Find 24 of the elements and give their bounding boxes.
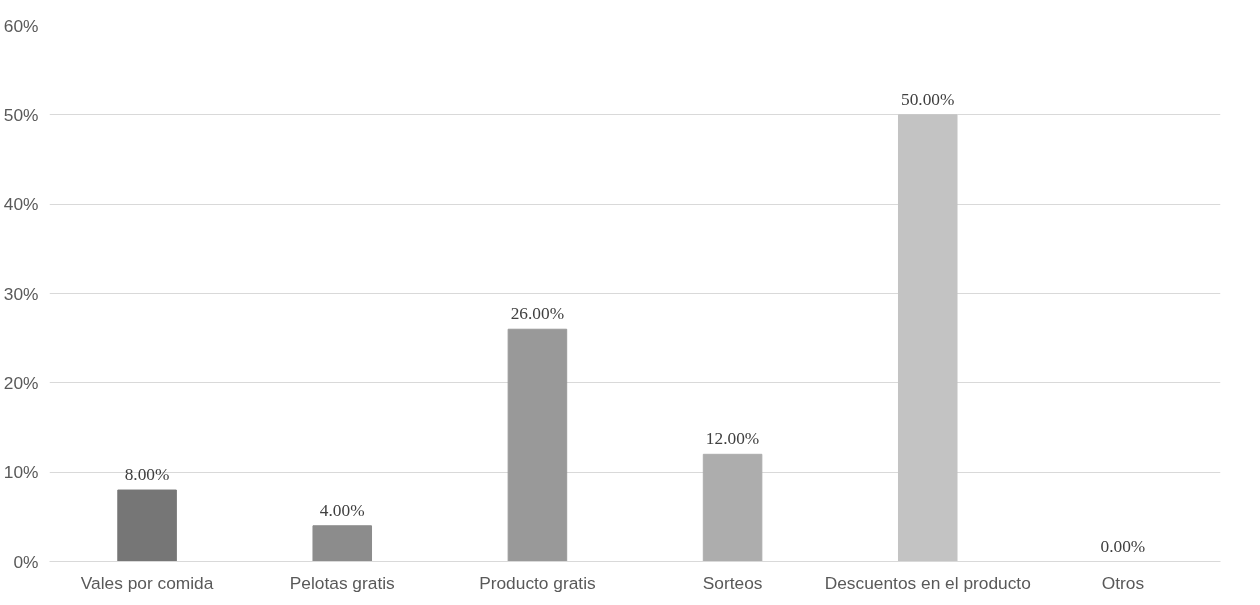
data-label: 12.00% bbox=[705, 429, 760, 449]
y-tick-label: 30% bbox=[3, 283, 39, 304]
bar bbox=[702, 453, 763, 562]
bar bbox=[897, 114, 958, 562]
data-label: 8.00% bbox=[124, 465, 170, 485]
data-label: 0.00% bbox=[1100, 536, 1146, 556]
x-tick-label: Sorteos bbox=[702, 572, 763, 593]
x-tick-label: Vales por comida bbox=[80, 572, 214, 593]
data-label: 4.00% bbox=[319, 500, 365, 520]
data-label: 26.00% bbox=[510, 304, 565, 324]
bar bbox=[312, 525, 373, 562]
x-tick-label: Producto gratis bbox=[479, 572, 597, 593]
x-tick-label: Pelotas gratis bbox=[289, 572, 396, 593]
x-tick-label: Otros bbox=[1101, 572, 1145, 593]
data-label: 50.00% bbox=[901, 89, 955, 109]
y-tick-label: 60% bbox=[3, 15, 39, 36]
y-tick-label: 40% bbox=[3, 194, 39, 215]
x-tick-label: Descuentos en el producto bbox=[824, 572, 1031, 593]
bar bbox=[117, 489, 177, 562]
y-tick-label: 50% bbox=[3, 104, 39, 125]
y-tick-label: 10% bbox=[3, 462, 39, 483]
bar bbox=[507, 328, 568, 562]
y-tick-label: 20% bbox=[3, 372, 39, 393]
y-tick-label: 0% bbox=[13, 551, 39, 572]
